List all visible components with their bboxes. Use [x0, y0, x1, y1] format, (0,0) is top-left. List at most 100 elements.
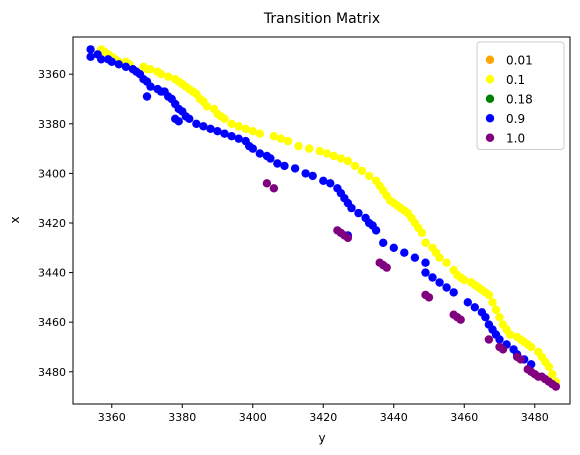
legend-label: 1.0 [506, 131, 525, 145]
series-0.1 [97, 45, 561, 386]
data-point [315, 146, 324, 156]
data-point [410, 253, 420, 262]
data-point [336, 154, 346, 163]
data-point [255, 129, 264, 138]
legend-marker [485, 94, 495, 103]
data-point [185, 114, 194, 124]
data-point [294, 141, 303, 151]
data-point [364, 171, 374, 181]
data-point [379, 238, 388, 247]
data-point [227, 132, 236, 141]
data-point [326, 179, 335, 188]
data-point [227, 119, 236, 128]
chart-title: Transition Matrix [263, 11, 380, 27]
data-point [199, 122, 208, 131]
data-point [322, 149, 331, 158]
x-axis: 3360 3380 3400 3420 3440 3460 3480 [98, 404, 549, 424]
data-point [442, 283, 451, 292]
data-point [276, 134, 286, 143]
data-point [421, 238, 430, 247]
data-point [142, 92, 152, 101]
data-point [343, 233, 353, 243]
data-point [269, 184, 279, 193]
legend-marker [485, 75, 495, 84]
data-point [174, 117, 183, 126]
data-point [484, 290, 494, 300]
data-point [481, 313, 490, 322]
data-point [424, 293, 434, 302]
data-point [548, 370, 557, 379]
data-point [248, 127, 257, 136]
data-point [241, 124, 250, 133]
data-point [290, 164, 300, 173]
x-axis-label: y [318, 431, 325, 445]
x-tick-label: 3420 [309, 411, 337, 424]
legend: 0.01 0.1 0.18 0.9 1.0 [476, 41, 565, 150]
data-point [255, 149, 264, 158]
data-point [354, 208, 363, 218]
y-tick-label: 3460 [38, 316, 66, 329]
data-point [495, 335, 504, 344]
data-point [428, 273, 437, 282]
data-point [435, 278, 444, 287]
data-point [107, 57, 117, 66]
data-point [273, 159, 282, 168]
data-point [343, 156, 353, 166]
data-point [280, 161, 289, 171]
data-point [121, 62, 131, 71]
data-point [516, 355, 525, 364]
legend-item: 0.9 [485, 112, 525, 126]
y-tick-label: 3480 [38, 366, 66, 379]
data-point [488, 298, 497, 307]
legend-marker [485, 114, 495, 123]
x-tick-label: 3480 [521, 411, 549, 424]
data-point [269, 132, 279, 141]
data-point [495, 313, 504, 322]
x-tick-label: 3380 [168, 411, 196, 424]
data-point [456, 315, 465, 324]
data-point [220, 129, 229, 138]
data-point [527, 342, 536, 352]
y-tick-label: 3440 [38, 267, 66, 280]
data-point [86, 52, 95, 61]
data-point [301, 169, 310, 178]
data-point [202, 102, 212, 111]
data-point [460, 275, 469, 285]
legend-item: 0.1 [485, 73, 525, 87]
data-point [319, 176, 328, 185]
x-tick-label: 3360 [98, 411, 126, 424]
data-point [206, 124, 215, 133]
data-point [266, 154, 275, 163]
data-point [421, 258, 430, 267]
data-point [389, 243, 398, 252]
data-point [442, 258, 451, 267]
x-tick-label: 3440 [380, 411, 408, 424]
series-1.0 [262, 179, 561, 391]
data-point [347, 203, 356, 213]
legend-label: 0.9 [506, 112, 525, 126]
data-point [86, 45, 95, 54]
data-point [498, 345, 508, 354]
data-point [305, 144, 314, 153]
y-axis-label: x [8, 216, 22, 223]
data-point [234, 134, 243, 143]
data-point [220, 114, 229, 124]
data-point [470, 303, 479, 312]
data-points [86, 45, 561, 391]
data-point [371, 226, 381, 235]
data-point [192, 119, 201, 128]
data-point [551, 382, 561, 391]
data-point [449, 288, 458, 297]
data-point [382, 263, 391, 272]
data-point [262, 179, 272, 188]
series-0.9 [86, 45, 536, 369]
data-point [505, 330, 515, 339]
y-tick-label: 3360 [38, 68, 66, 81]
data-point [400, 248, 409, 257]
data-point [156, 70, 166, 79]
legend-label: 0.1 [506, 73, 525, 87]
data-point [283, 136, 293, 146]
data-point [484, 335, 494, 344]
data-point [350, 161, 360, 171]
